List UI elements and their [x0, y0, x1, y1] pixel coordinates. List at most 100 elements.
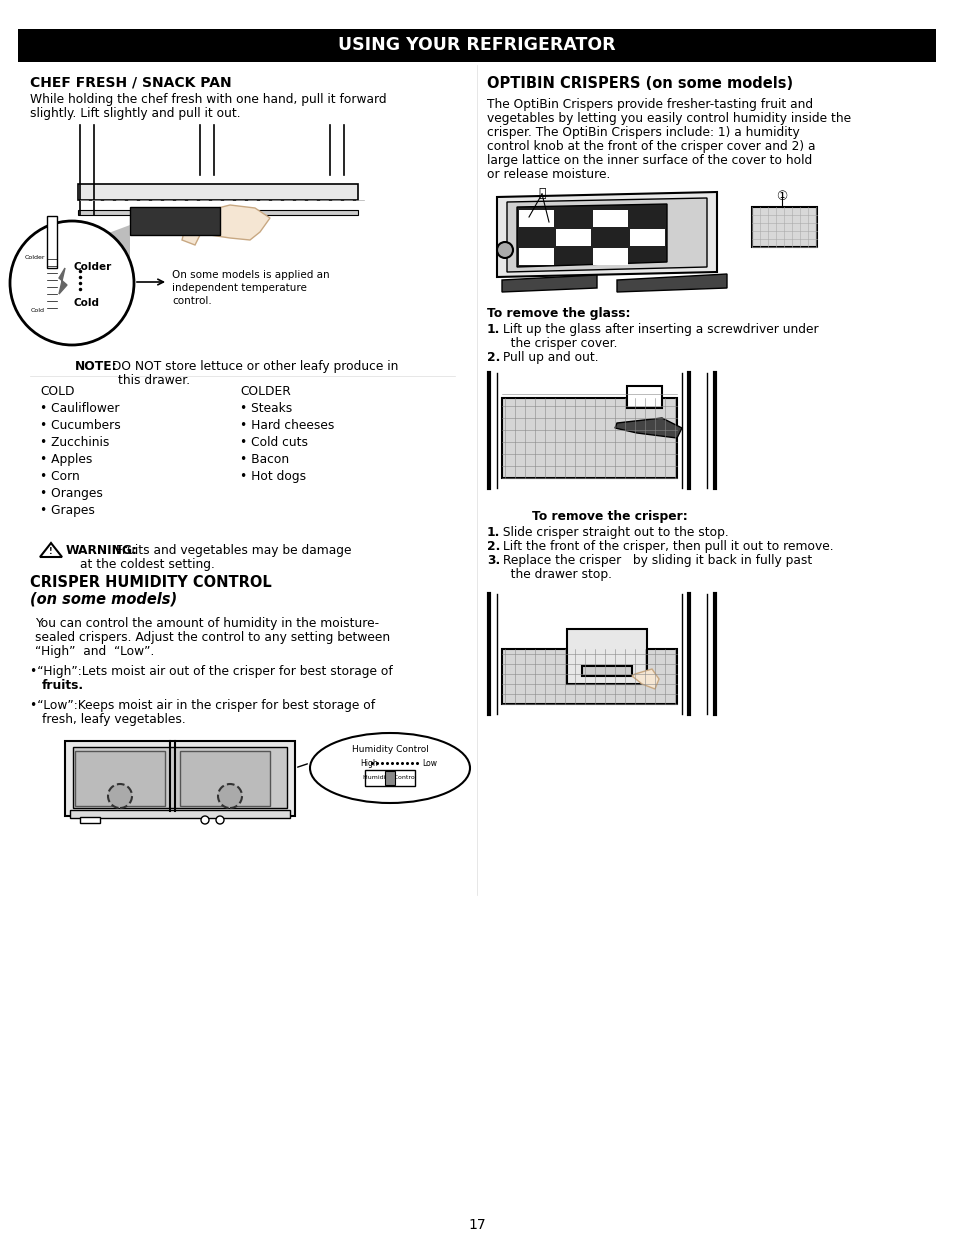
Bar — [626, 387, 661, 408]
Text: at the coldest setting.: at the coldest setting. — [80, 558, 214, 571]
Text: Replace the crisper   by sliding it back in fully past: Replace the crisper by sliding it back i… — [498, 555, 811, 567]
Text: • Zucchinis: • Zucchinis — [40, 436, 110, 450]
Text: Cold: Cold — [30, 308, 45, 312]
Circle shape — [497, 242, 513, 258]
Circle shape — [218, 784, 242, 808]
Bar — [518, 248, 554, 266]
Bar — [629, 228, 664, 246]
Polygon shape — [185, 205, 270, 240]
Text: (on some models): (on some models) — [30, 592, 177, 606]
Text: independent temperature: independent temperature — [172, 283, 307, 293]
Text: the drawer stop.: the drawer stop. — [498, 568, 612, 580]
Text: CHEF FRESH / SNACK PAN: CHEF FRESH / SNACK PAN — [30, 77, 232, 90]
Text: sealed crispers. Adjust the control to any setting between: sealed crispers. Adjust the control to a… — [35, 631, 390, 643]
Circle shape — [10, 221, 133, 345]
Text: The OptiBin Crispers provide fresher-tasting fruit and: The OptiBin Crispers provide fresher-tas… — [486, 98, 812, 111]
Text: WARNING:: WARNING: — [66, 543, 138, 557]
Text: • Oranges: • Oranges — [40, 487, 103, 500]
Text: To remove the glass:: To remove the glass: — [486, 308, 630, 320]
Text: To remove the crisper:: To remove the crisper: — [532, 510, 687, 522]
Text: NOTE:: NOTE: — [75, 359, 117, 373]
Text: • Cold cuts: • Cold cuts — [240, 436, 308, 450]
Text: ①: ① — [776, 190, 787, 203]
Text: Pull up and out.: Pull up and out. — [498, 351, 598, 364]
Text: • Grapes: • Grapes — [40, 504, 94, 517]
Text: 1.: 1. — [486, 324, 500, 336]
Text: or release moisture.: or release moisture. — [486, 168, 610, 182]
Text: Colder: Colder — [25, 254, 45, 261]
Text: COLDER: COLDER — [240, 385, 291, 398]
Text: !: ! — [50, 547, 52, 556]
Text: • Hot dogs: • Hot dogs — [240, 471, 306, 483]
Polygon shape — [617, 274, 726, 291]
Text: Slide crisper straight out to the stop.: Slide crisper straight out to the stop. — [498, 526, 728, 538]
Bar — [47, 216, 57, 268]
Text: control knob at the front of the crisper cover and 2) a: control knob at the front of the crisper… — [486, 140, 815, 153]
Text: 2.: 2. — [486, 351, 500, 364]
Text: • Hard cheeses: • Hard cheeses — [240, 419, 334, 432]
Bar — [566, 629, 646, 684]
Text: Lift the front of the crisper, then pull it out to remove.: Lift the front of the crisper, then pull… — [498, 540, 833, 553]
Text: 2.: 2. — [486, 540, 500, 553]
Polygon shape — [517, 204, 666, 267]
Text: fruits.: fruits. — [42, 679, 84, 692]
Text: Cold: Cold — [74, 298, 100, 308]
Polygon shape — [615, 417, 681, 438]
Bar — [593, 210, 627, 227]
Text: vegetables by letting you easily control humidity inside the: vegetables by letting you easily control… — [486, 112, 850, 125]
Text: 1.: 1. — [486, 526, 500, 538]
Bar — [581, 666, 631, 676]
Text: DO NOT store lettuce or other leafy produce in: DO NOT store lettuce or other leafy prod… — [108, 359, 398, 373]
Circle shape — [201, 816, 209, 824]
Polygon shape — [631, 669, 659, 689]
Text: large lattice on the inner surface of the cover to hold: large lattice on the inner surface of th… — [486, 154, 811, 167]
Polygon shape — [59, 268, 67, 294]
Text: control.: control. — [172, 296, 212, 306]
Text: • Cauliflower: • Cauliflower — [40, 403, 119, 415]
Bar — [80, 818, 100, 823]
Text: • Corn: • Corn — [40, 471, 80, 483]
Polygon shape — [50, 225, 130, 315]
Circle shape — [108, 784, 132, 808]
Bar — [70, 810, 290, 818]
Circle shape — [215, 816, 224, 824]
Text: COLD: COLD — [40, 385, 74, 398]
Bar — [556, 228, 590, 246]
Text: USING YOUR REFRIGERATOR: USING YOUR REFRIGERATOR — [337, 36, 616, 54]
Text: • Bacon: • Bacon — [240, 453, 289, 466]
Polygon shape — [506, 198, 706, 272]
Bar — [518, 210, 554, 227]
Bar — [385, 771, 395, 785]
Bar — [180, 751, 270, 806]
Text: Lift up the glass after inserting a screwdriver under: Lift up the glass after inserting a scre… — [498, 324, 818, 336]
Bar — [78, 210, 357, 215]
Bar — [751, 207, 816, 247]
Text: 3.: 3. — [486, 555, 499, 567]
Ellipse shape — [310, 734, 470, 803]
Bar — [65, 741, 294, 816]
Text: this drawer.: this drawer. — [118, 374, 190, 387]
Bar — [501, 398, 677, 478]
Bar — [78, 184, 357, 200]
Bar — [18, 28, 935, 62]
Text: 17: 17 — [468, 1218, 485, 1233]
Text: • Apples: • Apples — [40, 453, 92, 466]
Polygon shape — [40, 543, 62, 557]
Text: crisper. The OptiBin Crispers include: 1) a humidity: crisper. The OptiBin Crispers include: 1… — [486, 126, 799, 140]
Bar — [75, 751, 165, 806]
Text: ⓡ: ⓡ — [537, 186, 545, 200]
Text: •“High”:Lets moist air out of the crisper for best storage of: •“High”:Lets moist air out of the crispe… — [30, 664, 393, 678]
Text: Fruits and vegetables may be damage: Fruits and vegetables may be damage — [112, 543, 351, 557]
Bar — [130, 207, 220, 235]
Text: Low: Low — [421, 758, 436, 767]
Bar — [73, 747, 287, 808]
Text: On some models is applied an: On some models is applied an — [172, 270, 330, 280]
Text: Humidity Control: Humidity Control — [352, 746, 428, 755]
Text: slightly. Lift slightly and pull it out.: slightly. Lift slightly and pull it out. — [30, 107, 240, 120]
Polygon shape — [497, 191, 717, 277]
Polygon shape — [501, 275, 597, 291]
Text: •“Low”:Keeps moist air in the crisper for best storage of: •“Low”:Keeps moist air in the crisper fo… — [30, 699, 375, 713]
Text: “High”  and  “Low”.: “High” and “Low”. — [35, 645, 154, 658]
Bar — [593, 248, 627, 266]
Text: CRISPER HUMIDITY CONTROL: CRISPER HUMIDITY CONTROL — [30, 576, 272, 590]
